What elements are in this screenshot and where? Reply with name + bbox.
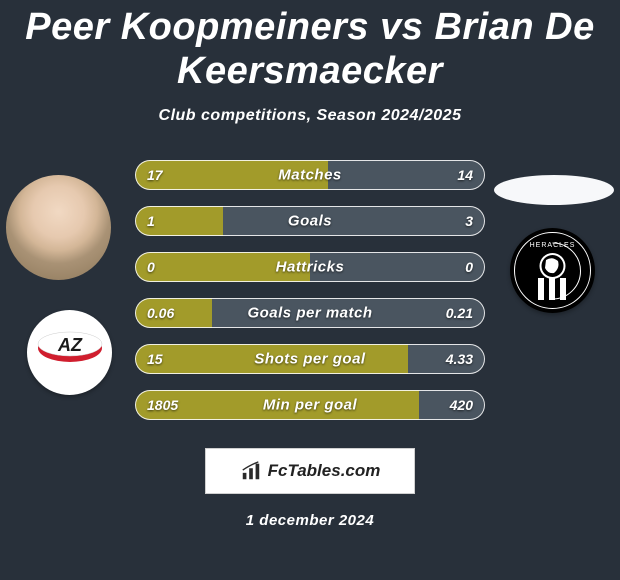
stats-container: Matches17 14 Goals1 3 Hattricks0 0 Goals per m…: [135, 160, 485, 436]
stat-row: Goals per match0.06 0.21: [135, 298, 485, 328]
stat-value-right: 4.33: [446, 351, 473, 367]
stat-value-left: 17: [147, 167, 163, 183]
svg-text:AZ: AZ: [57, 335, 83, 355]
title-line2: Keersmaecker: [177, 50, 443, 92]
stat-label: Matches: [135, 167, 485, 184]
stat-row: Min per goal1805 420: [135, 390, 485, 420]
stat-value-right: 3: [465, 213, 473, 229]
stat-value-left: 1805: [147, 397, 178, 413]
stat-value-right: 0.21: [446, 305, 473, 321]
player-left-photo: [6, 175, 111, 280]
stat-row: Hattricks0 0: [135, 252, 485, 282]
stat-value-left: 1: [147, 213, 155, 229]
stat-value-right: 0: [465, 259, 473, 275]
subtitle: Club competitions, Season 2024/2025: [0, 107, 620, 125]
stat-value-right: 420: [450, 397, 473, 413]
heracles-logo-icon: HERACLES: [510, 228, 595, 313]
stat-row: Shots per goal15 4.33: [135, 344, 485, 374]
stat-label: Goals per match: [135, 305, 485, 322]
player-left-avatar: [6, 175, 111, 280]
stat-label: Goals: [135, 213, 485, 230]
fctables-badge: FcTables.com: [205, 448, 415, 494]
stat-label: Hattricks: [135, 259, 485, 276]
stat-value-left: 0.06: [147, 305, 174, 321]
fctables-logo-icon: [240, 460, 262, 482]
svg-text:HERACLES: HERACLES: [530, 242, 576, 249]
club-badge-left: AZ: [27, 310, 112, 395]
stat-value-left: 0: [147, 259, 155, 275]
stat-value-right: 14: [457, 167, 473, 183]
stat-value-left: 15: [147, 351, 163, 367]
stat-label: Min per goal: [135, 397, 485, 414]
stat-row: Matches17 14: [135, 160, 485, 190]
az-logo-icon: AZ: [35, 328, 105, 378]
club-badge-right: HERACLES: [510, 228, 595, 313]
date-text: 1 december 2024: [0, 512, 620, 529]
title-line1: Peer Koopmeiners vs Brian De: [25, 6, 594, 48]
stat-label: Shots per goal: [135, 351, 485, 368]
fctables-text: FcTables.com: [268, 461, 381, 481]
stat-row: Goals1 3: [135, 206, 485, 236]
player-right-avatar: [494, 175, 614, 205]
page-title: Peer Koopmeiners vs Brian De Keersmaecke…: [0, 0, 620, 93]
